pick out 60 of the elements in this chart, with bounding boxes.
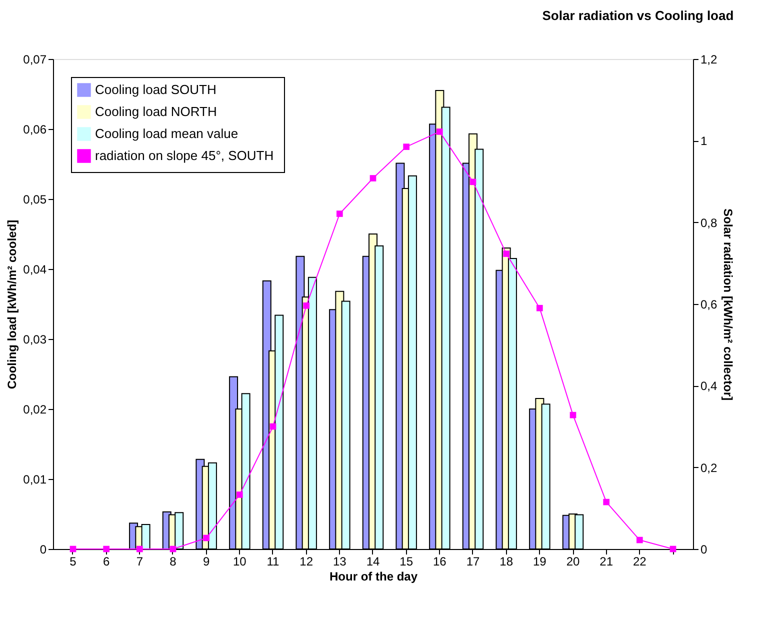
x-tick-label: 12 (300, 554, 314, 568)
legend-label: Cooling load mean value (95, 126, 238, 141)
point (503, 250, 510, 257)
x-tick-label: 22 (632, 554, 647, 568)
point (336, 210, 343, 217)
chart-title: Solar radiation vs Cooling load (542, 8, 734, 23)
x-tick-label: 8 (170, 554, 177, 568)
point (570, 412, 576, 418)
y-tick-label: 0,04 (23, 262, 47, 276)
point (70, 546, 76, 552)
y-tick-label: 0 (40, 542, 47, 556)
point (403, 144, 410, 150)
point (536, 304, 543, 312)
point (603, 498, 610, 506)
point (236, 492, 243, 498)
x-tick-label: 21 (600, 554, 614, 568)
y-tick-label: 0,02 (23, 402, 47, 416)
x-tick-label: 7 (136, 554, 144, 568)
legend-label: Cooling load NORTH (95, 104, 217, 119)
y-tick-label: 0,03 (23, 332, 47, 346)
x-tick-label: 11 (266, 554, 280, 568)
point (436, 128, 443, 135)
point (103, 546, 110, 552)
x-axis-title: Hour of the day (329, 570, 418, 584)
point (370, 175, 376, 182)
point (203, 534, 210, 542)
point (470, 178, 476, 186)
y2-tick-label: 1 (700, 134, 708, 148)
y-tick-label: 0,01 (23, 472, 47, 486)
x-tick-label: 15 (400, 554, 414, 568)
y2-tick-label: 1,2 (700, 52, 718, 66)
x-tick-label: 5 (70, 554, 77, 568)
x-tick-label: 18 (500, 554, 514, 568)
x-tick-label: 19 (532, 554, 547, 568)
y2-axis-title: Solar radiation [kWh/m² collector] (721, 208, 736, 401)
point (170, 546, 176, 552)
point (136, 546, 143, 552)
y-axis-title: Cooling load [kWh/m² cooled] (5, 220, 20, 390)
x-tick-label: 17 (466, 554, 480, 568)
x-tick-label: 13 (332, 554, 347, 568)
legend-label: radiation on slope 45°, SOUTH (95, 148, 274, 163)
x-tick-label: 20 (566, 554, 580, 568)
x-tick-label: 6 (102, 554, 110, 568)
point (270, 423, 276, 430)
x-tick-label: 10 (232, 554, 247, 568)
y2-tick-label: 0,6 (700, 298, 718, 312)
y2-tick-label: 0,8 (700, 216, 718, 230)
point (636, 536, 643, 544)
y2-tick-label: 0,4 (700, 379, 718, 394)
y2-tick-label: 0,2 (700, 460, 718, 475)
y2-tick-label: 0 (700, 542, 708, 556)
x-tick-label: 9 (202, 554, 210, 568)
point (303, 302, 310, 309)
x-tick-label: 14 (366, 554, 380, 568)
x-tick-label: 16 (432, 554, 447, 568)
y-tick-label: 0,06 (23, 122, 47, 136)
y-tick-label: 0,07 (23, 52, 47, 66)
legend-label: Cooling load SOUTH (95, 82, 216, 97)
y-tick-label: 0,05 (23, 192, 47, 206)
point (670, 546, 676, 552)
